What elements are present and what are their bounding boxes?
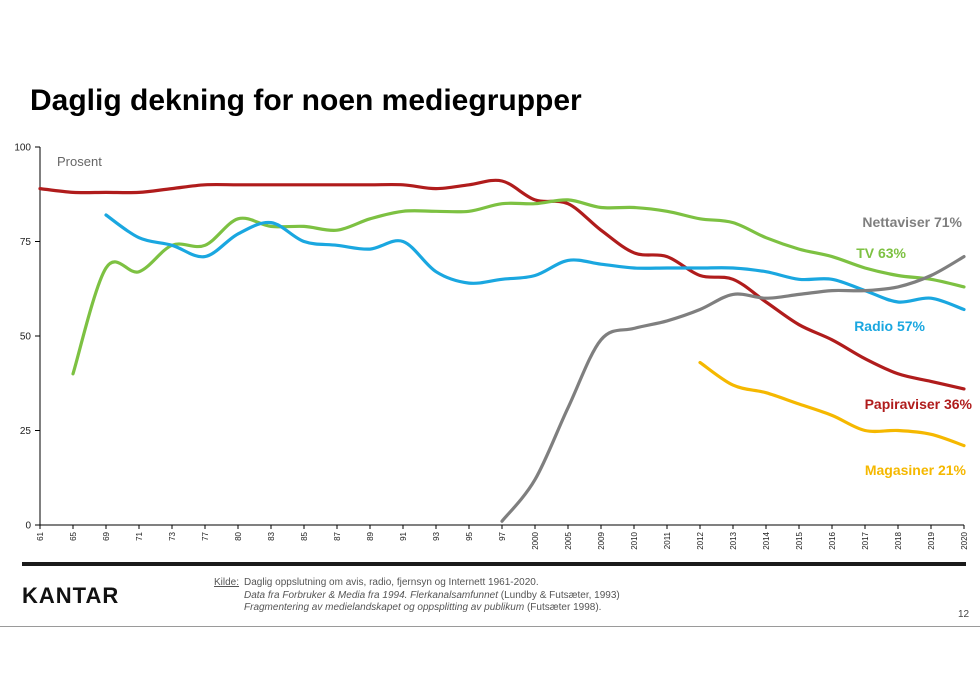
x-tick-label: 2009 (597, 531, 606, 549)
series-label-radio: Radio 57% (854, 318, 925, 334)
chart-series-lines (38, 178, 966, 523)
y-tick-label: 50 (20, 332, 32, 343)
x-tick-label: 2019 (927, 531, 936, 549)
series-label-magasiner: Magasiner 21% (865, 462, 967, 478)
x-tick-label: 2000 (531, 531, 540, 549)
bottom-divider (22, 562, 966, 566)
x-tick-label: 83 (267, 531, 276, 540)
series-line-magasiner (698, 360, 966, 448)
source-line-2-rest: (Lundby & Futsæter, 1993) (498, 589, 620, 601)
y-tick-label: 100 (14, 143, 31, 154)
x-tick-label: 87 (333, 531, 342, 540)
x-tick-label: 97 (498, 531, 507, 540)
x-tick-label: 2010 (630, 531, 639, 549)
series-label-papiraviser: Papiraviser 36% (865, 396, 973, 412)
x-tick-label: 77 (201, 531, 210, 540)
slide-title: Daglig dekning for noen mediegrupper (30, 84, 582, 117)
footer-divider (0, 626, 980, 627)
source-note: Kilde: Daglig oppslutning om avis, radio,… (214, 577, 620, 615)
x-tick-label: 71 (135, 531, 144, 540)
x-tick-label: 95 (465, 531, 474, 540)
x-tick-label: 65 (69, 531, 78, 540)
x-tick-label: 2015 (795, 531, 804, 549)
source-line-3-rest: (Futsæter 1998). (524, 602, 602, 613)
x-tick-label: 2005 (564, 531, 573, 549)
x-tick-label: 85 (300, 531, 309, 540)
series-label-tv: TV 63% (856, 245, 906, 261)
x-tick-label: 2016 (828, 531, 837, 549)
series-line-tv (71, 198, 966, 376)
x-tick-label: 61 (36, 531, 45, 540)
y-tick-label: 0 (25, 521, 31, 532)
series-line-nettaviser (500, 255, 966, 523)
x-tick-label: 69 (102, 531, 111, 540)
x-tick-label: 2014 (762, 531, 771, 549)
line-chart: 0 25 50 75 100 Prosent 61 65 69 71 73 77 80 83 85 87 89 9… (14, 143, 972, 550)
series-label-nettaviser: Nettaviser 71% (862, 214, 962, 230)
y-tick-label: 25 (20, 426, 32, 437)
x-tick-label: 2013 (729, 531, 738, 549)
x-tick-label: 2018 (894, 531, 903, 549)
kantar-logo: KANTAR (22, 583, 120, 608)
chart-series-labels: Papiraviser 36% TV 63% Radio 57% Nettaviser… (854, 214, 972, 478)
x-tick-label: 2020 (960, 531, 969, 549)
x-tick-label: 89 (366, 531, 375, 540)
source-line-1: Daglig oppslutning om avis, radio, fjern… (244, 577, 539, 588)
chart-axes: 0 25 50 75 100 Prosent 61 65 69 71 73 77 80 83 85 87 89 9… (14, 143, 969, 550)
x-tick-label: 2017 (861, 531, 870, 549)
y-tick-label: 75 (20, 237, 32, 248)
source-line-2-italic: Data fra Forbruker & Media fra 1994. Fle… (244, 589, 499, 601)
y-axis-label: Prosent (57, 154, 102, 169)
x-tick-label: 91 (399, 531, 408, 540)
x-tick-label: 73 (168, 531, 177, 540)
page-number: 12 (958, 609, 970, 620)
source-label: Kilde: (214, 577, 240, 588)
x-tick-label: 2011 (663, 531, 672, 549)
x-tick-label: 2012 (696, 531, 705, 549)
x-tick-label: 80 (234, 531, 243, 540)
source-line-3-italic: Fragmentering av medielandskapet og opps… (244, 602, 525, 613)
series-line-radio (104, 213, 966, 312)
x-tick-label: 93 (432, 531, 441, 540)
series-line-papiraviser (38, 178, 966, 391)
